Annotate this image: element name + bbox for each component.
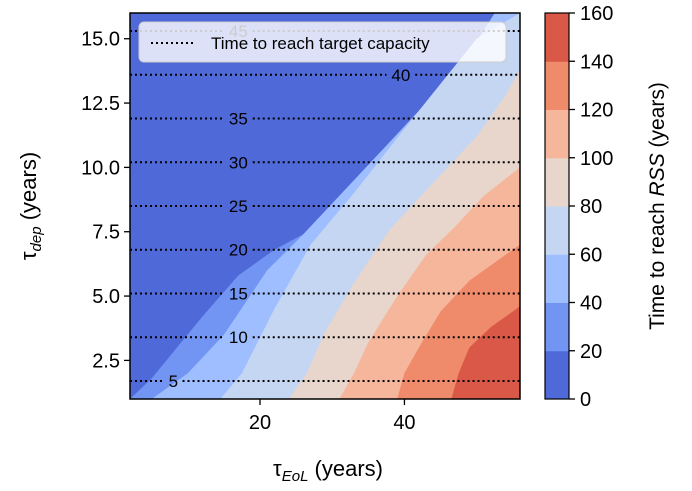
- y-axis-label: τdep (years): [16, 152, 45, 260]
- y-tick-label: 10.0: [81, 157, 120, 179]
- colorbar: 0 20 40 60 80 100 120 140 160 Time to reach RSS …: [544, 3, 669, 411]
- contour-band-160-max: [505, 373, 520, 399]
- capacity-label-40: 40: [391, 66, 410, 85]
- colorbar-band-140-160: [545, 13, 569, 62]
- y-tick-label: 5.0: [92, 286, 120, 308]
- colorbar-tick-label: 20: [580, 341, 602, 363]
- colorbar-ticks: 0 20 40 60 80 100 120 140 160: [569, 3, 613, 411]
- colorbar-band-40-60: [545, 254, 569, 303]
- colorbar-band-20-40: [545, 302, 569, 352]
- target-capacity-labels: 51015202530354045: [169, 22, 411, 391]
- colorbar-tick-label: 60: [580, 244, 602, 266]
- colorbar-band-0-20: [545, 350, 569, 400]
- colorbar-tick-label: 140: [580, 51, 613, 73]
- colorbar-tick-label: 160: [580, 3, 613, 25]
- colorbar-tick-label: 120: [580, 100, 613, 122]
- colorbar-label: Time to reach RSS (years): [646, 82, 669, 330]
- colorbar-band-60-80: [545, 206, 569, 255]
- colorbar-tick-label: 80: [580, 196, 602, 218]
- colorbar-tick-label: 40: [580, 293, 602, 315]
- colorbar-tick-label: 0: [580, 389, 591, 411]
- y-tick-label: 7.5: [92, 222, 120, 244]
- plot-area: 51015202530354045: [129, 12, 521, 400]
- capacity-label-10: 10: [229, 328, 248, 347]
- x-axis: 20 40: [249, 399, 416, 434]
- plot-frame: [129, 12, 521, 400]
- y-tick-label: 2.5: [92, 350, 120, 372]
- x-tick-label: 40: [393, 412, 415, 434]
- capacity-label-30: 30: [229, 153, 248, 172]
- colorbar-band-100-120: [545, 109, 569, 159]
- capacity-label-15: 15: [229, 284, 248, 303]
- y-tick-label: 15.0: [81, 29, 120, 51]
- legend: Time to reach target capacity: [138, 21, 507, 63]
- x-tick-label: 20: [249, 412, 271, 434]
- capacity-label-20: 20: [229, 241, 248, 260]
- contour-band-140-160: [451, 306, 520, 399]
- y-axis: 2.5 5.0 7.5 10.0 12.5 15.0: [81, 29, 130, 372]
- colorbar-bands: [545, 13, 569, 400]
- colorbar-band-120-140: [545, 61, 569, 110]
- legend-entry-label: Time to reach target capacity: [211, 34, 430, 53]
- colorbar-band-80-100: [545, 157, 569, 207]
- x-axis-label: τEoL (years): [273, 456, 383, 485]
- y-tick-label: 12.5: [81, 93, 120, 115]
- capacity-label-25: 25: [229, 197, 248, 216]
- filled-contours: [130, 13, 520, 399]
- capacity-label-35: 35: [229, 110, 248, 129]
- legend-box: [138, 21, 507, 63]
- capacity-label-5: 5: [169, 372, 178, 391]
- colorbar-tick-label: 100: [580, 148, 613, 170]
